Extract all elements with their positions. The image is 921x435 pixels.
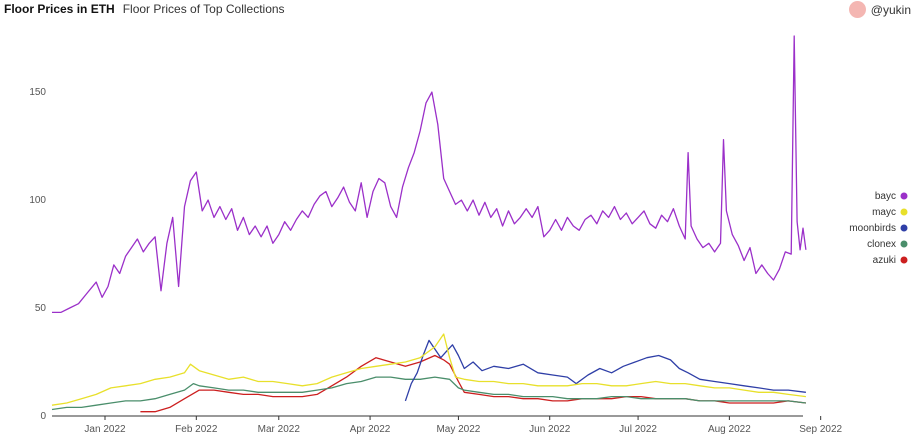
avatar (848, 1, 866, 18)
y-tick-label: 50 (35, 303, 47, 314)
x-tick-label: Mar 2022 (258, 424, 301, 435)
x-tick-label: Apr 2022 (350, 424, 391, 435)
x-tick-label: Jun 2022 (529, 424, 571, 435)
series-line-moonbirds (404, 339, 806, 402)
legend-label-azuki: azuki (873, 255, 896, 266)
legend-marker-moonbirds (900, 224, 908, 232)
series-line-bayc (52, 35, 807, 314)
legend-marker-bayc (900, 192, 908, 200)
chart-header: Floor Prices in ETH Floor Prices of Top … (4, 2, 285, 18)
x-tick-label: Feb 2022 (175, 424, 218, 435)
y-tick-label: 150 (29, 87, 46, 98)
x-tick-label: Aug 2022 (708, 424, 751, 435)
legend-marker-azuki (900, 256, 908, 264)
legend-marker-mayc (900, 208, 908, 216)
x-tick-label: Jul 2022 (619, 424, 657, 435)
author-name: @yukin (870, 2, 911, 17)
author-badge[interactable]: @yukin (848, 1, 911, 18)
x-tick-label: May 2022 (436, 424, 480, 435)
x-tick-label: Jan 2022 (84, 424, 126, 435)
chart-title: Floor Prices in ETH (4, 2, 115, 16)
legend-label-clonex: clonex (867, 239, 896, 250)
y-tick-label: 0 (40, 411, 46, 422)
x-tick-label: Sep 2022 (799, 424, 842, 435)
legend-label-moonbirds: moonbirds (849, 223, 896, 234)
series-line-clonex (51, 376, 806, 411)
y-tick-label: 100 (29, 195, 46, 206)
legend-marker-clonex (900, 240, 908, 248)
legend-label-mayc: mayc (872, 207, 896, 218)
series-line-mayc (51, 333, 806, 406)
chart-subtitle: Floor Prices of Top Collections (122, 2, 285, 16)
legend-label-bayc: bayc (875, 191, 896, 202)
series-line-azuki (140, 354, 806, 413)
